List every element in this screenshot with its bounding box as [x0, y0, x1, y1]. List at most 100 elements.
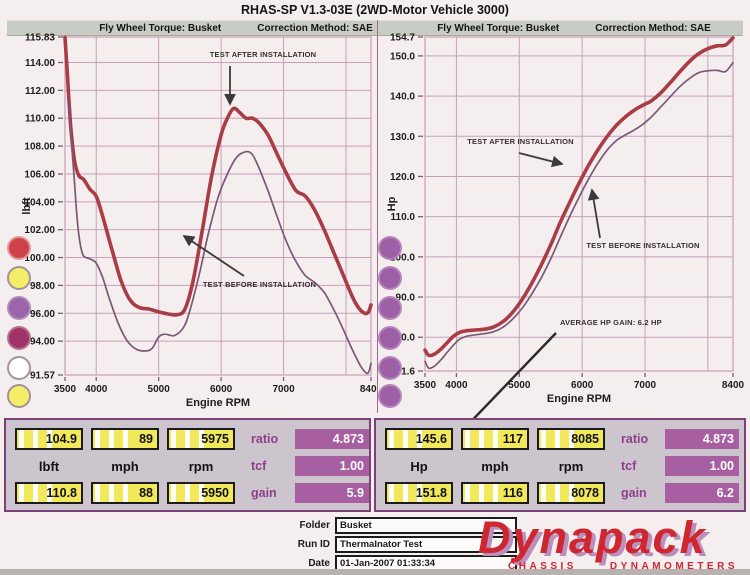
unit-rpm-left: rpm — [188, 458, 214, 474]
svg-text:8400: 8400 — [360, 384, 377, 395]
svg-text:96.00: 96.00 — [30, 309, 55, 320]
svg-text:Engine RPM: Engine RPM — [547, 393, 611, 405]
svg-text:114.00: 114.00 — [25, 58, 55, 69]
window-title: RHAS-SP V1.3-03E (2WD-Motor Vehicle 3000… — [241, 3, 509, 17]
gain-label-right: gain — [621, 486, 647, 500]
gain-value-right: 6.2 — [665, 483, 739, 503]
svg-text:94.00: 94.00 — [30, 337, 55, 348]
svg-text:6000: 6000 — [571, 380, 594, 391]
series-color-dot[interactable] — [378, 266, 402, 290]
folder-field-row: Folder Busket — [278, 517, 517, 534]
date-label: Date — [308, 558, 330, 569]
lcd-torque-run1: 104.9 — [15, 428, 83, 450]
logo-tagline: CHASSIS DYNAMOMETERS — [508, 561, 738, 572]
logo-tagline-chassis: CHASSIS — [508, 561, 577, 572]
lcd-hp-run1: 145.6 — [385, 428, 453, 450]
svg-text:120.0: 120.0 — [390, 172, 415, 183]
svg-text:100.00: 100.00 — [24, 253, 55, 264]
annotation-test-before-torque: TEST BEFORE INSTALLATION — [202, 280, 317, 289]
right-chart-header: Fly Wheel Torque: Busket Correction Meth… — [405, 21, 743, 35]
gain-label-left: gain — [251, 486, 277, 500]
series-color-dot[interactable] — [7, 236, 31, 260]
torque-chart: 115.83 114.00 112.00 110.00 108.00 106.00 104.… — [21, 33, 377, 409]
ratio-value-left: 4.873 — [295, 429, 369, 449]
tcf-label-right: tcf — [621, 459, 637, 473]
hp-series-dot-column — [378, 0, 402, 575]
lcd-rpm-run1-left: 5975 — [167, 428, 235, 450]
svg-text:6000: 6000 — [210, 384, 233, 395]
svg-text:104.00: 104.00 — [24, 197, 55, 208]
unit-lbft: lbft — [38, 458, 60, 474]
svg-text:110.0: 110.0 — [391, 212, 416, 223]
date-field-row: Date 01-Jan-2007 01:33:34 — [278, 555, 517, 572]
annotation-average-hp-gain: AVERAGE HP GAIN: 6.2 HP — [560, 318, 662, 327]
chart-panel-divider — [377, 20, 378, 413]
logo-tagline-dynamometers: DYNAMOMETERS — [609, 561, 738, 572]
svg-text:80.0: 80.0 — [396, 333, 416, 344]
run-id-field-row: Run ID Thermalnator Test — [278, 536, 517, 553]
svg-text:Engine RPM: Engine RPM — [186, 397, 250, 409]
svg-text:4000: 4000 — [85, 384, 108, 395]
ratio-label-left: ratio — [251, 432, 279, 446]
unit-rpm-right: rpm — [558, 458, 584, 474]
annotation-test-after-hp: TEST AFTER INSTALLATION — [467, 137, 574, 146]
lcd-mph-run2-left: 88 — [91, 482, 159, 504]
svg-text:115.83: 115.83 — [25, 33, 55, 44]
series-color-dot[interactable] — [7, 326, 31, 350]
left-chart-header: Fly Wheel Torque: Busket Correction Meth… — [7, 21, 405, 35]
svg-text:4000: 4000 — [445, 380, 468, 391]
svg-text:130.0: 130.0 — [390, 132, 415, 143]
series-color-dot[interactable] — [378, 236, 402, 260]
svg-text:106.00: 106.00 — [24, 169, 55, 180]
left-correction-method-label: Correction Method: SAE — [257, 22, 373, 34]
svg-text:71.6: 71.6 — [396, 367, 416, 378]
right-correction-method-label: Correction Method: SAE — [595, 22, 711, 34]
svg-text:lbft: lbft — [21, 197, 33, 214]
svg-text:90.0: 90.0 — [396, 293, 416, 304]
tcf-value-right: 1.00 — [665, 456, 739, 476]
svg-text:150.0: 150.0 — [390, 51, 415, 62]
annotation-test-after-torque: TEST AFTER INSTALLATION — [209, 50, 317, 59]
run-id-input[interactable]: Thermalnator Test — [335, 536, 517, 553]
lcd-torque-run2: 110.8 — [15, 482, 83, 504]
svg-text:154.7: 154.7 — [390, 33, 415, 44]
series-color-dot[interactable] — [378, 384, 402, 408]
unit-mph-right: mph — [481, 458, 509, 474]
lcd-hp-run2: 151.8 — [385, 482, 453, 504]
svg-text:112.00: 112.00 — [25, 86, 55, 97]
svg-text:100.0: 100.0 — [390, 252, 415, 263]
svg-text:7000: 7000 — [634, 380, 657, 391]
ratio-label-right: ratio — [621, 432, 649, 446]
scan-edge-strip — [0, 569, 750, 575]
torque-series-dot-column — [7, 0, 31, 575]
hp-readout-panel: 145.6 117 8085 ratio 4.873 Hp mph rpm tc… — [374, 418, 746, 512]
date-input[interactable]: 01-Jan-2007 01:33:34 — [335, 555, 517, 572]
folder-label: Folder — [299, 520, 330, 531]
series-color-dot[interactable] — [7, 356, 31, 380]
logo-wordmark: Dynapack — [478, 512, 707, 563]
svg-text:8400: 8400 — [722, 380, 745, 391]
svg-text:140.0: 140.0 — [390, 92, 415, 103]
series-color-dot[interactable] — [378, 326, 402, 350]
gain-value-left: 5.9 — [295, 483, 369, 503]
run-id-label: Run ID — [297, 539, 330, 550]
chart-header-bar: Fly Wheel Torque: Busket Correction Meth… — [7, 20, 743, 36]
svg-text:5000: 5000 — [148, 384, 171, 395]
folder-input[interactable]: Busket — [335, 517, 517, 534]
series-color-dot[interactable] — [378, 356, 402, 380]
svg-text:Hp: Hp — [386, 196, 398, 211]
series-color-dot[interactable] — [7, 266, 31, 290]
torque-readout-panel: 104.9 89 5975 ratio 4.873 lbft mph rpm t… — [4, 418, 371, 512]
lcd-rpm-run1-right: 8085 — [537, 428, 605, 450]
dynapack-logo: Dynapack CHASSIS DYNAMOMETERS — [478, 515, 746, 572]
svg-text:98.00: 98.00 — [30, 281, 55, 292]
svg-text:5000: 5000 — [508, 380, 531, 391]
unit-hp: Hp — [410, 458, 428, 474]
series-color-dot[interactable] — [378, 296, 402, 320]
tcf-label-left: tcf — [251, 459, 267, 473]
left-torque-source-label: Fly Wheel Torque: Busket — [99, 22, 222, 34]
series-color-dot[interactable] — [7, 384, 31, 408]
series-color-dot[interactable] — [7, 296, 31, 320]
svg-text:108.00: 108.00 — [24, 142, 55, 153]
